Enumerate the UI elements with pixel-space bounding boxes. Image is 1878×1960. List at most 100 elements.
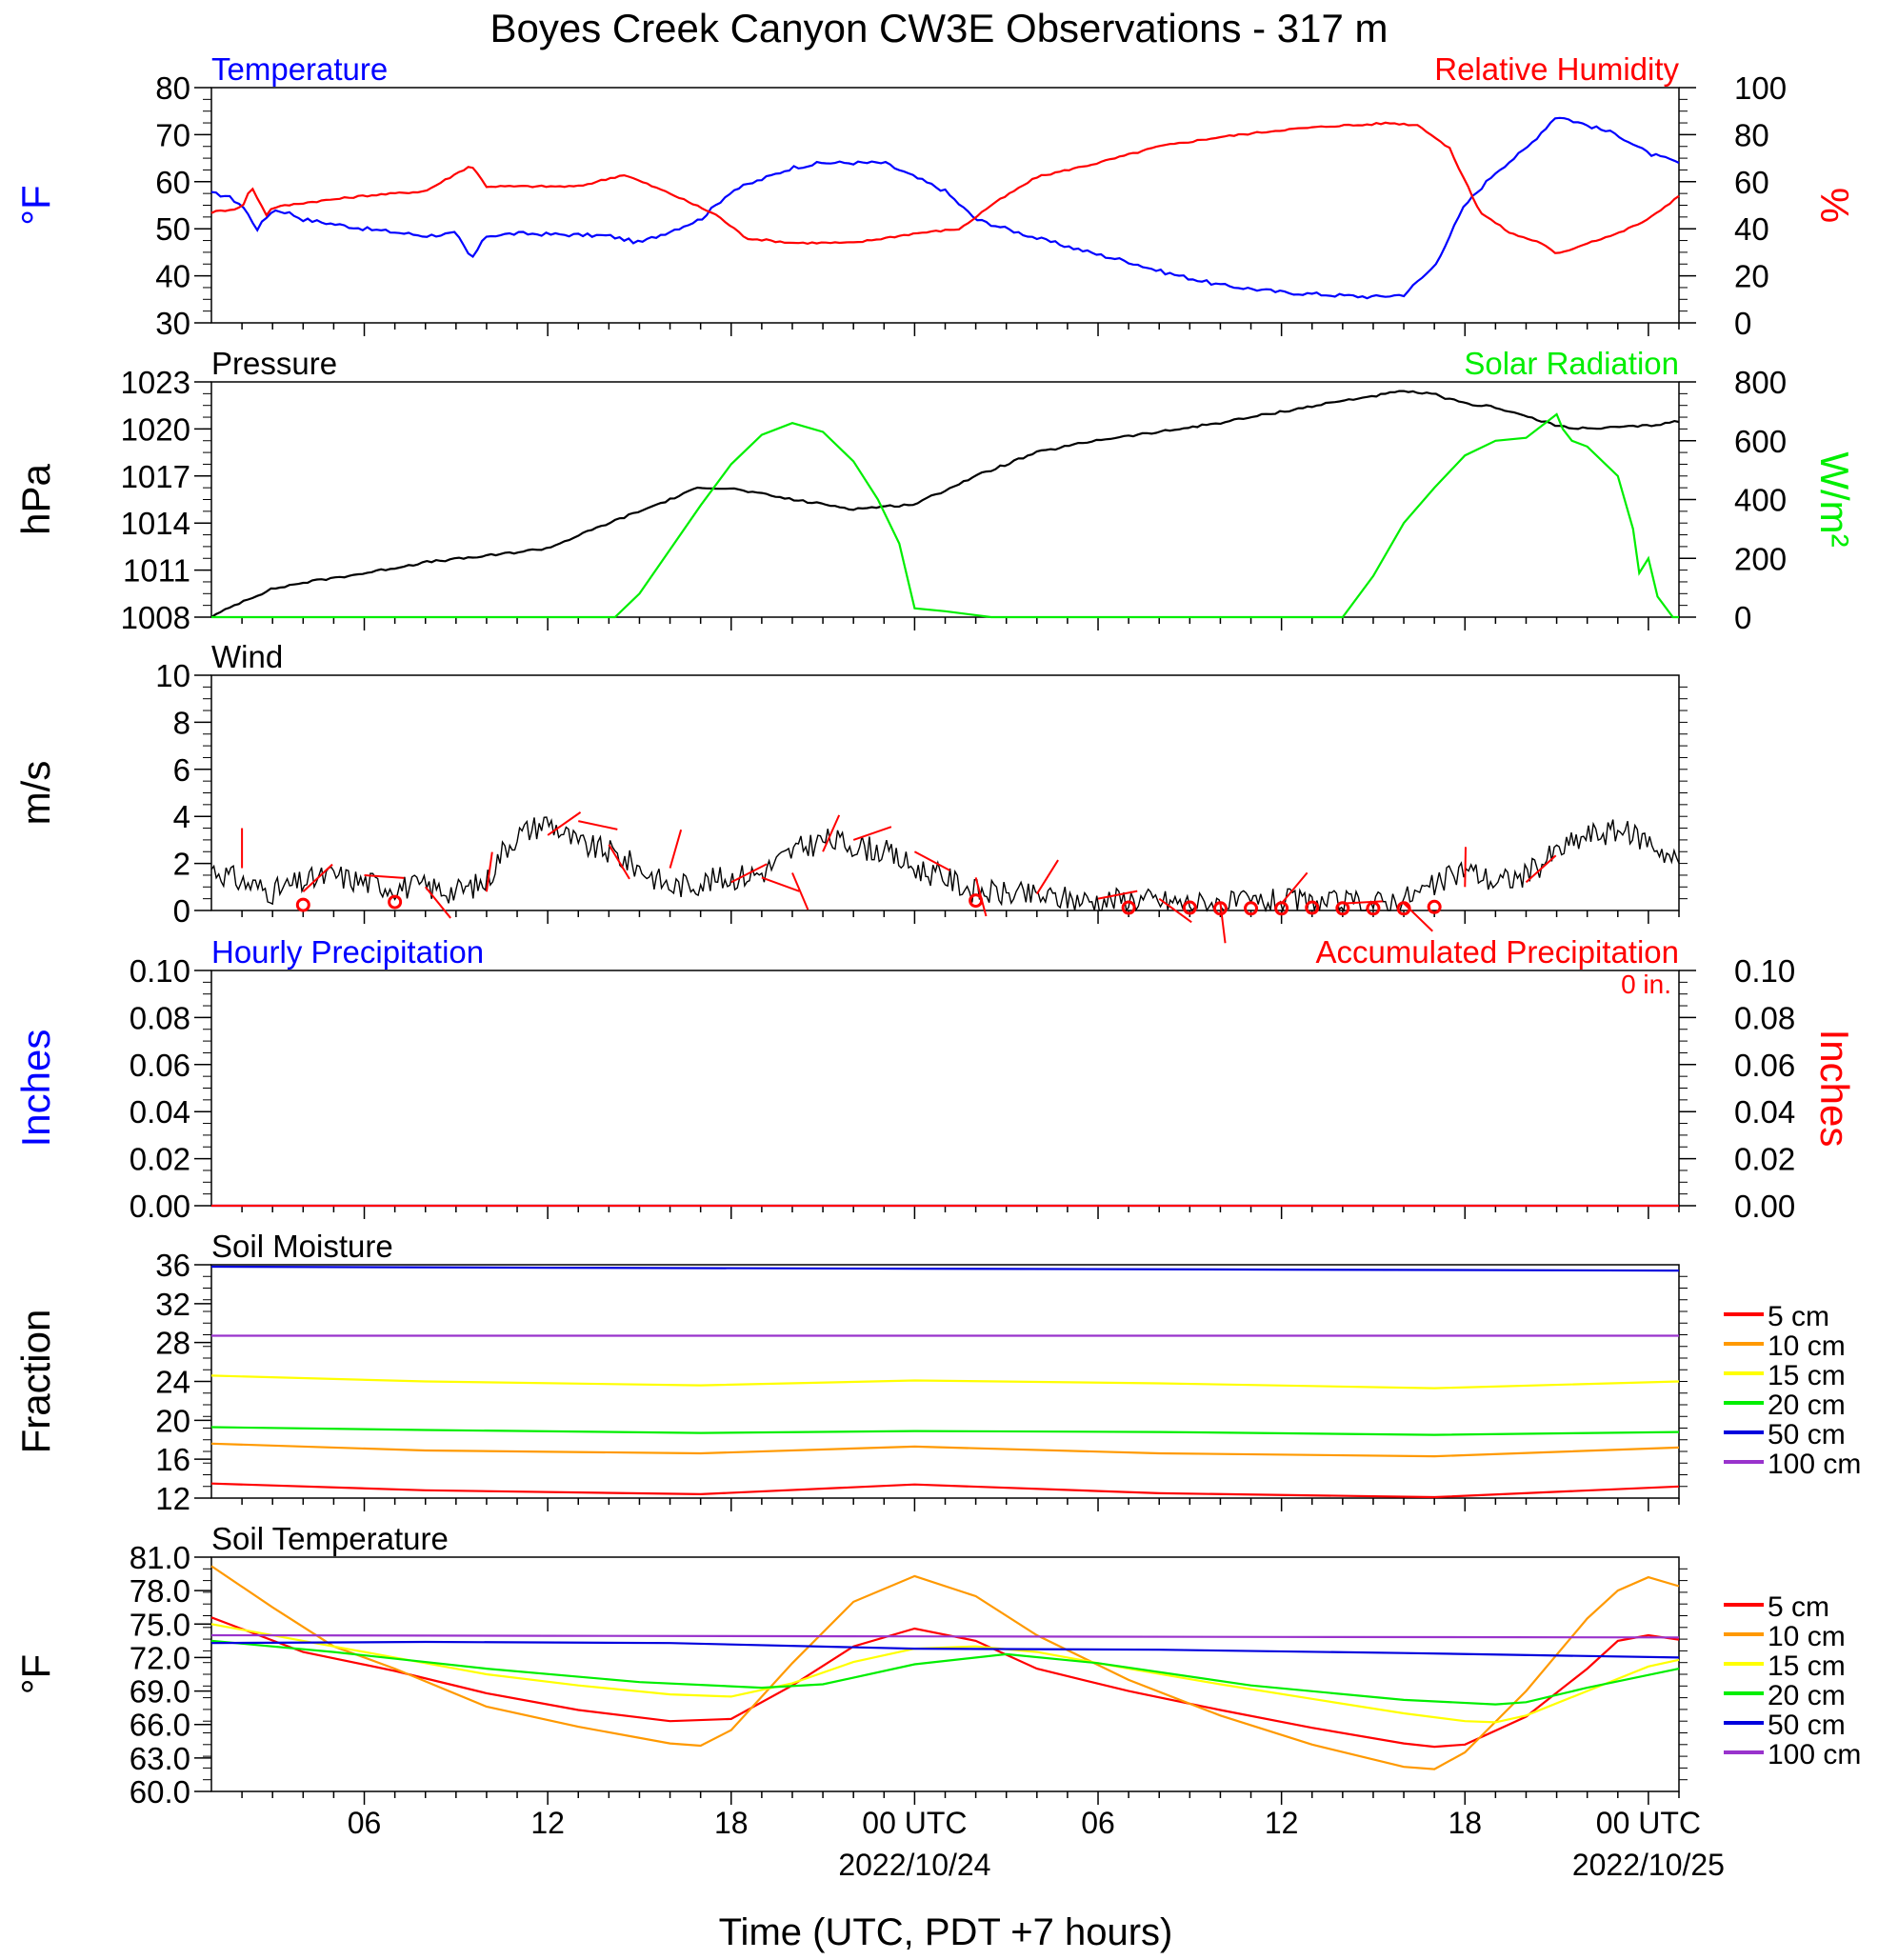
y-tick-label-left: 32 xyxy=(155,1287,190,1322)
wind-barb xyxy=(364,873,405,879)
y-tick-label-left: 12 xyxy=(155,1481,190,1516)
y-tick-label-left: 50 xyxy=(155,211,190,247)
x-tick-label: 12 xyxy=(1265,1806,1299,1840)
y-tick-label-left: 60 xyxy=(155,165,190,200)
wind-barb xyxy=(1097,890,1138,900)
legend-label: 100 cm xyxy=(1768,1739,1861,1770)
y-tick-label-left: 10 xyxy=(155,658,190,693)
panel-title-right: Accumulated Precipitation xyxy=(1315,934,1679,970)
series-solar-radiation xyxy=(211,412,1679,619)
wind-barb xyxy=(485,851,493,892)
series-5-cm xyxy=(210,1616,1680,1749)
x-tick-label: 18 xyxy=(1448,1806,1482,1840)
y-tick-label-left: 75.0 xyxy=(130,1607,190,1642)
y-tick-label-right: 0.02 xyxy=(1734,1142,1795,1177)
plot-area xyxy=(210,1565,1680,1770)
y-tick-label-left: 28 xyxy=(155,1326,190,1361)
y-tick-label-left: 0.02 xyxy=(130,1142,190,1177)
legend-label: 15 cm xyxy=(1768,1360,1846,1391)
y-tick-label-left: 4 xyxy=(173,799,190,834)
series-temperature xyxy=(210,116,1680,300)
calm-wind-marker xyxy=(1366,901,1381,916)
plot-area xyxy=(210,390,1680,619)
x-tick-label: 00 UTC xyxy=(1596,1806,1701,1840)
y-tick-label-right: 40 xyxy=(1734,211,1769,247)
y-tick-label-left: 69.0 xyxy=(130,1674,190,1710)
x-axis-title: Time (UTC, PDT +7 hours) xyxy=(719,1911,1173,1953)
calm-wind-marker xyxy=(1121,900,1136,915)
y-tick-label-left: 8 xyxy=(173,705,190,740)
precip-total-label: 0 in. xyxy=(1621,970,1671,999)
series-relative-humidity xyxy=(210,121,1680,254)
wind-barb xyxy=(578,820,618,830)
plot-area xyxy=(210,1265,1680,1499)
y-tick-label-right: 200 xyxy=(1734,541,1787,576)
panel-soil_temperature: 60.063.066.069.072.075.078.081.0 Soil Tem… xyxy=(13,1521,1861,1810)
panel-frame xyxy=(210,381,1680,618)
legend-label: 20 cm xyxy=(1768,1680,1846,1711)
y-tick-label-left: 0.10 xyxy=(130,953,190,989)
panel-title-right: Solar Radiation xyxy=(1464,346,1679,381)
x-tick-label: 06 xyxy=(348,1806,382,1840)
y-tick-label-left: 80 xyxy=(155,70,190,106)
y-tick-label-left: 70 xyxy=(155,117,190,152)
panel-title-left: Pressure xyxy=(211,346,337,381)
y-axis-title-right: Inches xyxy=(1812,1030,1857,1148)
wind-barb xyxy=(913,850,950,871)
y-axis-title-left: m/s xyxy=(13,761,58,826)
y-tick-label-right: 80 xyxy=(1734,117,1769,152)
panel-title-left: Temperature xyxy=(211,51,388,87)
series-20-cm xyxy=(210,1639,1680,1706)
series-10-cm xyxy=(210,1565,1680,1770)
y-axis-title-right: % xyxy=(1812,188,1857,223)
x-tick-label: 12 xyxy=(530,1806,565,1840)
y-tick-label-right: 0.08 xyxy=(1734,1000,1795,1035)
y-tick-label-right: 800 xyxy=(1734,365,1787,400)
series-10-cm xyxy=(210,1442,1680,1458)
panel-title-left: Soil Temperature xyxy=(211,1521,449,1556)
y-tick-label-right: 0.00 xyxy=(1734,1189,1795,1224)
calm-wind-marker xyxy=(1427,899,1442,914)
y-tick-label-left: 30 xyxy=(155,306,190,341)
y-tick-label-left: 81.0 xyxy=(130,1540,190,1575)
y-axis-title-right: W/m² xyxy=(1812,451,1857,547)
wind-barb xyxy=(730,863,768,884)
legend-label: 5 cm xyxy=(1768,1591,1829,1623)
y-tick-label-right: 20 xyxy=(1734,259,1769,294)
x-tick-label: 06 xyxy=(1081,1806,1115,1840)
y-tick-label-left: 1020 xyxy=(121,411,190,447)
x-tick-label: 00 UTC xyxy=(862,1806,967,1840)
chart-title: Boyes Creek Canyon CW3E Observations - 3… xyxy=(489,6,1388,50)
wind-barb xyxy=(1035,859,1059,895)
calm-wind-marker xyxy=(969,893,984,909)
y-axis-title-left: °F xyxy=(13,1654,58,1694)
legend-label: 100 cm xyxy=(1768,1449,1861,1480)
wind-barb xyxy=(791,872,809,910)
y-tick-label-left: 0.06 xyxy=(130,1048,190,1083)
y-tick-label-left: 1008 xyxy=(121,600,190,635)
plot-area xyxy=(210,816,1680,913)
legend-label: 10 cm xyxy=(1768,1330,1846,1362)
y-axis-title-left: Fraction xyxy=(13,1310,58,1454)
y-tick-label-left: 60.0 xyxy=(130,1774,190,1810)
panel-precipitation: 0.00 0.02 0.04 0.06 0.08 0.10 0.00 0.02 0.04 0.06… xyxy=(13,934,1857,1224)
series-20-cm xyxy=(210,1426,1680,1436)
y-axis-title-left: hPa xyxy=(13,463,58,534)
x-date-label: 2022/10/24 xyxy=(838,1848,990,1882)
panel-wind: 0 2 4 6 8 10 Wind m/s xyxy=(13,639,1688,944)
calm-wind-marker xyxy=(1182,900,1197,915)
y-tick-label-right: 0 xyxy=(1734,600,1751,635)
y-tick-label-right: 100 xyxy=(1734,70,1787,106)
wind-barb xyxy=(1525,854,1557,884)
legend-label: 20 cm xyxy=(1768,1390,1846,1421)
wind-barb xyxy=(669,829,683,869)
y-tick-label-left: 6 xyxy=(173,752,190,788)
y-tick-label-right: 0.10 xyxy=(1734,953,1795,989)
calm-wind-marker xyxy=(388,894,403,910)
series-wind xyxy=(210,816,1680,913)
panel-frame xyxy=(210,970,1680,1207)
panel-frame xyxy=(210,1556,1680,1792)
